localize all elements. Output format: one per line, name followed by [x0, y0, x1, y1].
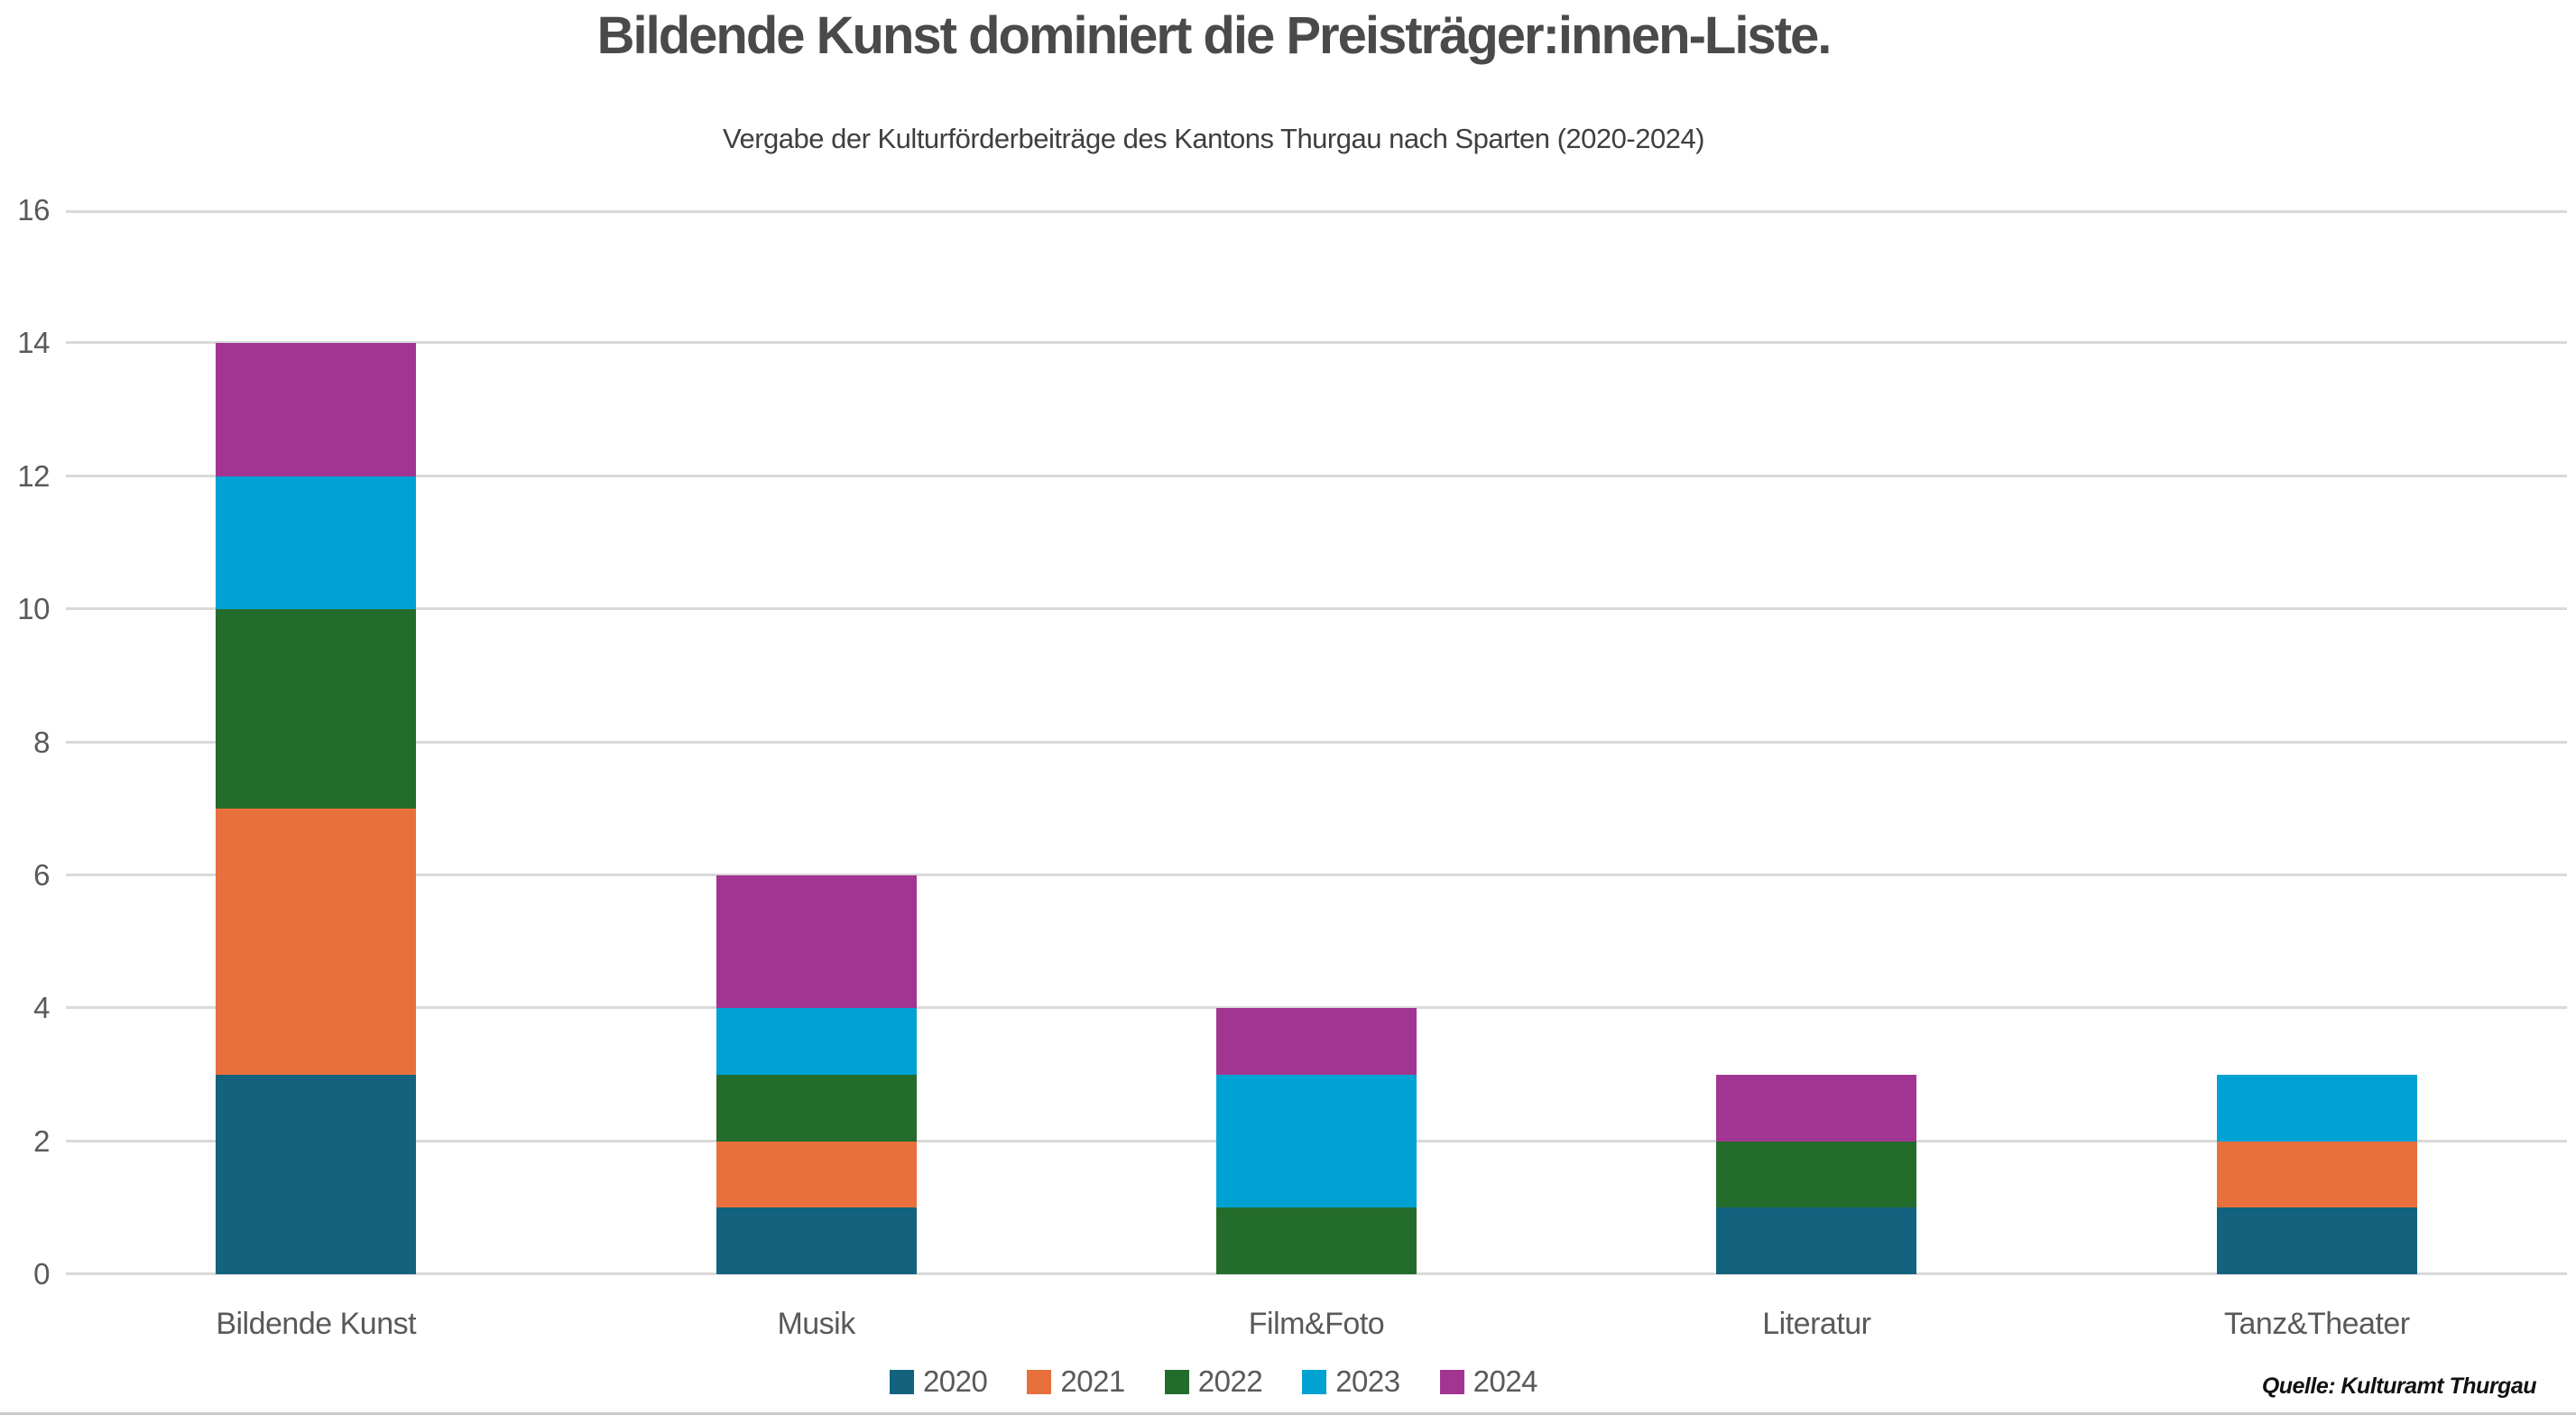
- gridline: [66, 1006, 2567, 1010]
- legend-label: 2022: [1197, 1364, 1263, 1398]
- bar-segment-2020: [2216, 1207, 2417, 1274]
- legend-item-2020: 2020: [889, 1364, 988, 1399]
- bar-segment-2021: [2216, 1141, 2417, 1208]
- bar-segment-2024: [1716, 1074, 1917, 1142]
- bar-segment-2022: [216, 609, 417, 809]
- bar-segment-2023: [1216, 1074, 1417, 1208]
- y-tick-label: 2: [33, 1124, 50, 1158]
- legend-item-2023: 2023: [1302, 1364, 1400, 1399]
- x-axis-label: Tanz&Theater: [2223, 1307, 2410, 1341]
- y-tick-label: 14: [17, 326, 50, 360]
- bar-segment-2020: [216, 1074, 417, 1274]
- gridline: [66, 341, 2567, 345]
- legend-item-2024: 2024: [1439, 1364, 1538, 1399]
- bar-segment-2022: [1716, 1141, 1917, 1208]
- legend-item-2021: 2021: [1027, 1364, 1125, 1399]
- bar-segment-2021: [716, 1141, 917, 1208]
- legend-swatch-icon: [1439, 1369, 1464, 1394]
- legend-label: 2021: [1060, 1364, 1125, 1398]
- gridline: [66, 607, 2567, 611]
- bar-segment-2024: [1216, 1008, 1417, 1075]
- bar-segment-2020: [1716, 1207, 1917, 1274]
- y-tick-label: 4: [33, 991, 50, 1025]
- legend-item-2022: 2022: [1164, 1364, 1263, 1399]
- gridline: [66, 740, 2567, 744]
- x-axis-label: Bildende Kunst: [216, 1307, 417, 1341]
- bar-segment-2023: [716, 1008, 917, 1075]
- legend-label: 2020: [922, 1364, 988, 1398]
- bottom-border: [0, 1412, 2576, 1415]
- y-tick-label: 6: [33, 857, 50, 892]
- bar-segment-2022: [1216, 1207, 1417, 1274]
- bar-segment-2024: [716, 874, 917, 1009]
- legend-swatch-icon: [1164, 1369, 1189, 1394]
- bar-segment-2021: [216, 809, 417, 1075]
- chart-subtitle: Vergabe der Kulturförderbeiträge des Kan…: [722, 123, 1705, 154]
- plot-area: 0 2 4 6 8 10 12 14 16 Bildende Kunst Musik Film&Fo…: [17, 193, 2567, 1341]
- legend-label: 2023: [1335, 1364, 1400, 1398]
- bar-segment-2024: [216, 343, 417, 476]
- x-axis-label: Film&Foto: [1248, 1307, 1385, 1341]
- y-tick-label: 8: [33, 725, 50, 759]
- legend-swatch-icon: [889, 1369, 914, 1394]
- legend-swatch-icon: [1027, 1369, 1052, 1394]
- gridline: [66, 873, 2567, 876]
- bar-segment-2023: [2216, 1074, 2417, 1142]
- y-tick-label: 12: [17, 458, 50, 493]
- x-axis-label: Musik: [777, 1307, 855, 1341]
- chart-title: Bildende Kunst dominiert die Preisträger…: [596, 6, 1833, 65]
- bar-segment-2022: [716, 1074, 917, 1142]
- bar-segment-2023: [216, 476, 417, 610]
- legend-swatch-icon: [1302, 1369, 1327, 1394]
- x-axis-label: Literatur: [1762, 1307, 1871, 1341]
- legend-label: 2024: [1473, 1364, 1538, 1398]
- bar-segment-2020: [716, 1207, 917, 1274]
- gridline: [66, 210, 2567, 213]
- gridline: [66, 474, 2567, 477]
- y-tick-label: 16: [17, 193, 50, 227]
- y-tick-label: 0: [33, 1257, 50, 1290]
- source-note: Quelle: Kulturamt Thurgau: [2261, 1373, 2537, 1399]
- y-tick-label: 10: [17, 592, 50, 626]
- legend: 2020 2021 2022 2023 2024: [0, 1364, 2427, 1399]
